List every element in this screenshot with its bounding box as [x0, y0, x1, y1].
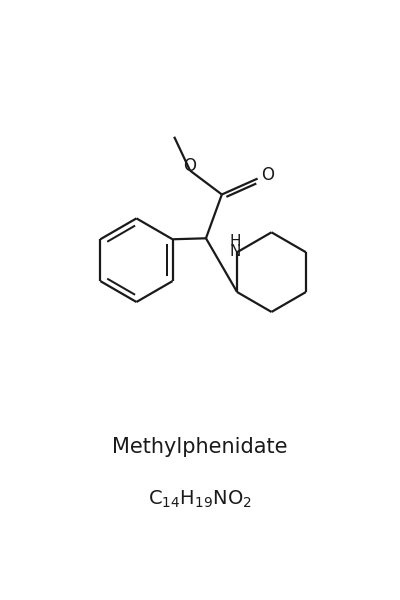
Text: $\mathregular{C_{14}H_{19}NO_2}$: $\mathregular{C_{14}H_{19}NO_2}$ — [148, 488, 252, 510]
Text: O: O — [183, 157, 196, 175]
Text: N: N — [230, 244, 241, 259]
Text: H: H — [229, 233, 241, 248]
Text: Methylphenidate: Methylphenidate — [112, 437, 288, 457]
Text: O: O — [261, 166, 274, 184]
